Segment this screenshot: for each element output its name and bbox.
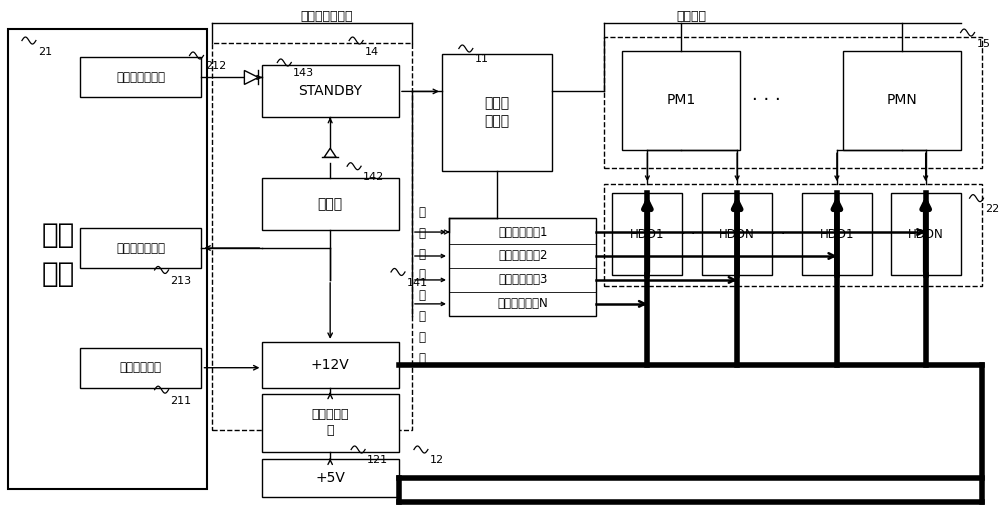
Bar bbox=[212, 43, 412, 430]
Text: 复位信号: 复位信号 bbox=[676, 10, 706, 23]
Bar bbox=[604, 37, 982, 168]
Bar bbox=[891, 193, 961, 275]
Text: +5V: +5V bbox=[315, 471, 345, 486]
Text: 稳压器: 稳压器 bbox=[318, 197, 343, 211]
Text: · ·: · · bbox=[771, 227, 785, 242]
Bar bbox=[262, 460, 399, 497]
Bar bbox=[262, 66, 399, 118]
Text: 21: 21 bbox=[38, 46, 52, 56]
Text: 号: 号 bbox=[418, 352, 425, 365]
Text: 212: 212 bbox=[205, 62, 227, 71]
Text: 141: 141 bbox=[407, 278, 428, 288]
Text: 分时上电信号1: 分时上电信号1 bbox=[498, 225, 547, 239]
Bar bbox=[622, 50, 740, 150]
Text: 12: 12 bbox=[430, 456, 444, 466]
Text: 指: 指 bbox=[418, 290, 425, 302]
Bar bbox=[262, 178, 399, 230]
Text: 示: 示 bbox=[418, 310, 425, 323]
Text: 电源
模块: 电源 模块 bbox=[41, 221, 74, 289]
Text: 11: 11 bbox=[475, 54, 489, 65]
Bar bbox=[80, 348, 201, 388]
Text: 电压转换单
元: 电压转换单 元 bbox=[311, 408, 349, 437]
Bar bbox=[262, 342, 399, 388]
Text: 信: 信 bbox=[418, 331, 425, 344]
Text: 22: 22 bbox=[986, 204, 1000, 214]
Text: 143: 143 bbox=[293, 68, 314, 78]
Text: 上电控
制模块: 上电控 制模块 bbox=[484, 96, 509, 129]
Bar bbox=[449, 218, 596, 316]
Text: 使能信号输入端: 使能信号输入端 bbox=[116, 241, 165, 254]
Text: 211: 211 bbox=[171, 395, 192, 406]
Text: PMN: PMN bbox=[886, 93, 917, 107]
Bar bbox=[702, 193, 772, 275]
Polygon shape bbox=[324, 148, 336, 157]
Text: HDD1: HDD1 bbox=[820, 228, 854, 241]
Text: 待机电源输出端: 待机电源输出端 bbox=[116, 71, 165, 84]
Text: 142: 142 bbox=[363, 172, 384, 182]
Text: · ·: · · bbox=[681, 227, 696, 242]
Bar bbox=[80, 58, 201, 97]
Text: 状: 状 bbox=[418, 247, 425, 261]
Text: 态: 态 bbox=[418, 268, 425, 281]
Text: HDD1: HDD1 bbox=[630, 228, 665, 241]
Bar bbox=[604, 184, 982, 286]
Text: 121: 121 bbox=[367, 456, 388, 466]
Bar bbox=[262, 393, 399, 451]
Text: 15: 15 bbox=[977, 39, 991, 48]
Bar bbox=[442, 53, 552, 171]
Text: 213: 213 bbox=[171, 276, 192, 286]
Text: · · ·: · · · bbox=[752, 92, 780, 109]
Polygon shape bbox=[244, 70, 258, 84]
Text: 分时上电信号3: 分时上电信号3 bbox=[498, 273, 547, 287]
Text: 源: 源 bbox=[418, 227, 425, 240]
Text: 分时上电信号N: 分时上电信号N bbox=[497, 297, 548, 310]
Bar bbox=[8, 29, 207, 490]
Bar bbox=[843, 50, 961, 150]
Text: 主电源使能信号: 主电源使能信号 bbox=[300, 10, 352, 23]
Text: STANDBY: STANDBY bbox=[298, 84, 362, 98]
Text: HDDN: HDDN bbox=[719, 228, 755, 241]
Text: 14: 14 bbox=[365, 46, 379, 56]
Text: 电: 电 bbox=[418, 206, 425, 218]
Text: HDDN: HDDN bbox=[908, 228, 944, 241]
Text: PM1: PM1 bbox=[667, 93, 696, 107]
Bar bbox=[80, 228, 201, 268]
Bar bbox=[802, 193, 872, 275]
Text: +12V: +12V bbox=[311, 358, 350, 372]
Text: 主电源输出端: 主电源输出端 bbox=[120, 361, 162, 374]
Bar bbox=[612, 193, 682, 275]
Text: 分时上电信号2: 分时上电信号2 bbox=[498, 249, 547, 263]
